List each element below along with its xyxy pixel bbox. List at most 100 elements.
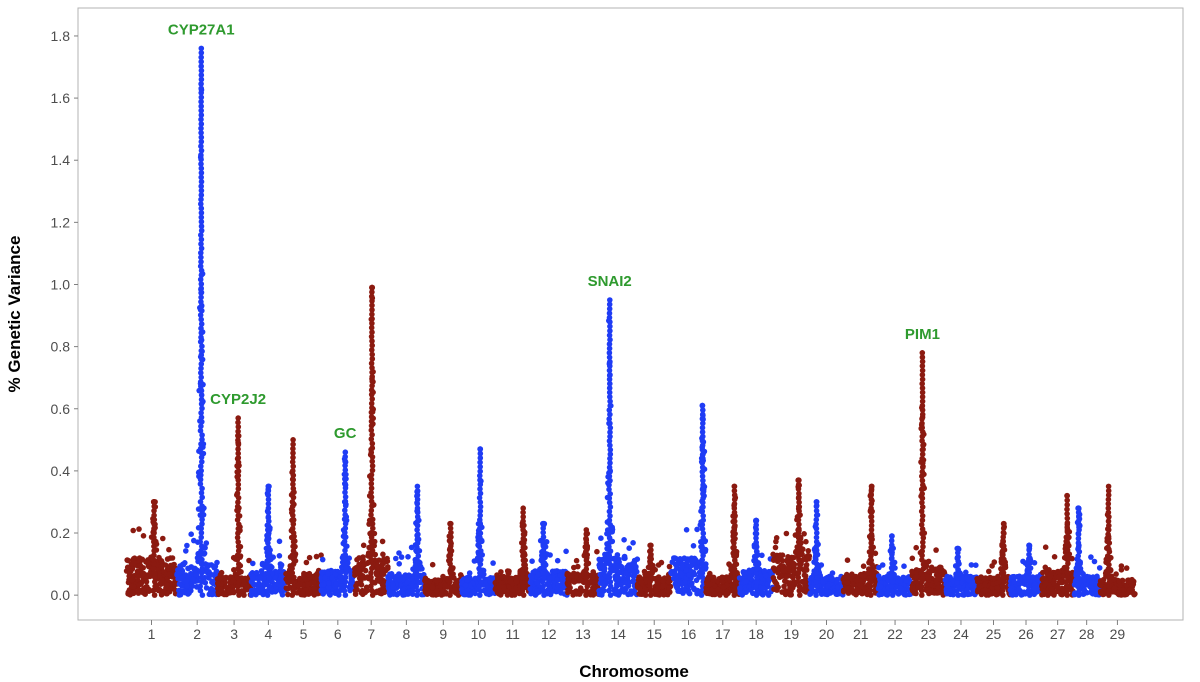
snp-point: [540, 556, 546, 563]
snp-point: [198, 152, 204, 158]
snp-point: [868, 579, 874, 585]
snp-point: [540, 579, 546, 585]
snp-point: [349, 579, 356, 585]
snp-point: [889, 533, 895, 539]
snp-point: [369, 365, 375, 371]
snp-point: [583, 540, 590, 546]
snp-point: [1064, 592, 1070, 598]
snp-point: [272, 588, 279, 595]
snp-point: [198, 272, 205, 278]
snp-point: [955, 592, 961, 598]
snp-point: [783, 588, 790, 594]
snp-point: [607, 328, 613, 334]
snp-point: [731, 592, 738, 598]
snp-point: [918, 583, 925, 590]
snp-point: [683, 567, 689, 573]
snp-point: [607, 548, 614, 554]
snp-point: [1035, 576, 1041, 583]
snp-point: [796, 512, 802, 519]
snp-point: [264, 592, 271, 598]
snp-point: [136, 587, 142, 593]
snp-point: [322, 574, 328, 581]
snp-point: [197, 445, 204, 452]
snp-point: [1026, 592, 1033, 598]
chromosome-21-peak: [867, 483, 875, 598]
snp-point: [732, 561, 738, 568]
snp-point: [619, 586, 626, 593]
snp-point: [290, 454, 296, 461]
snp-point: [151, 508, 157, 514]
snp-point: [198, 85, 204, 92]
snp-point: [606, 530, 612, 537]
snp-point: [342, 458, 348, 465]
snp-point: [289, 525, 296, 532]
snp-point: [699, 486, 706, 493]
snp-point: [731, 514, 738, 520]
snp-point: [699, 464, 706, 471]
snp-point: [1000, 552, 1006, 558]
snp-point: [583, 566, 590, 572]
snp-point: [214, 559, 220, 566]
snp-point: [955, 583, 962, 590]
snp-point: [166, 546, 172, 553]
snp-point: [198, 201, 204, 207]
chromosome-1-peak: [150, 499, 158, 598]
snp-point: [448, 543, 454, 549]
snp-point: [243, 583, 250, 590]
snp-point: [999, 583, 1006, 589]
snp-point: [198, 472, 204, 478]
snp-point: [368, 400, 375, 407]
snp-point: [753, 539, 759, 546]
chromosome-9-points: [422, 520, 465, 598]
snp-point: [919, 579, 925, 585]
snp-point: [487, 587, 494, 594]
snp-point: [368, 583, 374, 589]
snp-point: [802, 573, 809, 579]
snp-point: [920, 464, 926, 471]
snp-point: [129, 589, 136, 596]
snp-point: [973, 562, 979, 568]
snp-point: [342, 449, 349, 456]
snp-point: [653, 587, 659, 594]
snp-point: [1056, 573, 1062, 580]
snp-point: [135, 573, 141, 580]
snp-point: [235, 477, 241, 483]
snp-point: [800, 546, 806, 552]
snp-point: [699, 473, 706, 480]
snp-point: [534, 588, 540, 594]
snp-point: [1026, 569, 1032, 576]
snp-point: [138, 581, 144, 587]
snp-point: [521, 540, 527, 546]
snp-point: [313, 553, 320, 560]
snp-point: [265, 570, 272, 577]
snp-point: [795, 539, 802, 545]
snp-point: [761, 568, 768, 574]
snp-point: [565, 577, 572, 583]
snp-point: [198, 423, 204, 430]
snp-point: [236, 561, 242, 567]
snp-point: [306, 554, 313, 561]
snp-point: [760, 585, 767, 591]
snp-point: [919, 592, 925, 598]
snp-point: [368, 427, 375, 434]
snp-point: [700, 451, 706, 457]
snp-point: [788, 592, 794, 598]
snp-point: [803, 538, 809, 545]
snp-point: [511, 592, 518, 598]
snp-point: [290, 539, 297, 545]
snp-point: [368, 485, 375, 492]
snp-point: [448, 534, 454, 540]
chromosome-27-peak: [1063, 492, 1071, 598]
snp-point: [198, 383, 204, 390]
snp-point: [772, 544, 779, 551]
snp-point: [197, 276, 204, 283]
snp-point: [519, 575, 526, 581]
snp-point: [573, 557, 580, 564]
snp-point: [265, 566, 272, 572]
snp-point: [236, 521, 242, 528]
snp-point: [920, 539, 926, 546]
snp-point: [731, 548, 737, 555]
snp-point: [129, 577, 135, 583]
snp-point: [606, 376, 613, 383]
snp-point: [198, 267, 205, 274]
